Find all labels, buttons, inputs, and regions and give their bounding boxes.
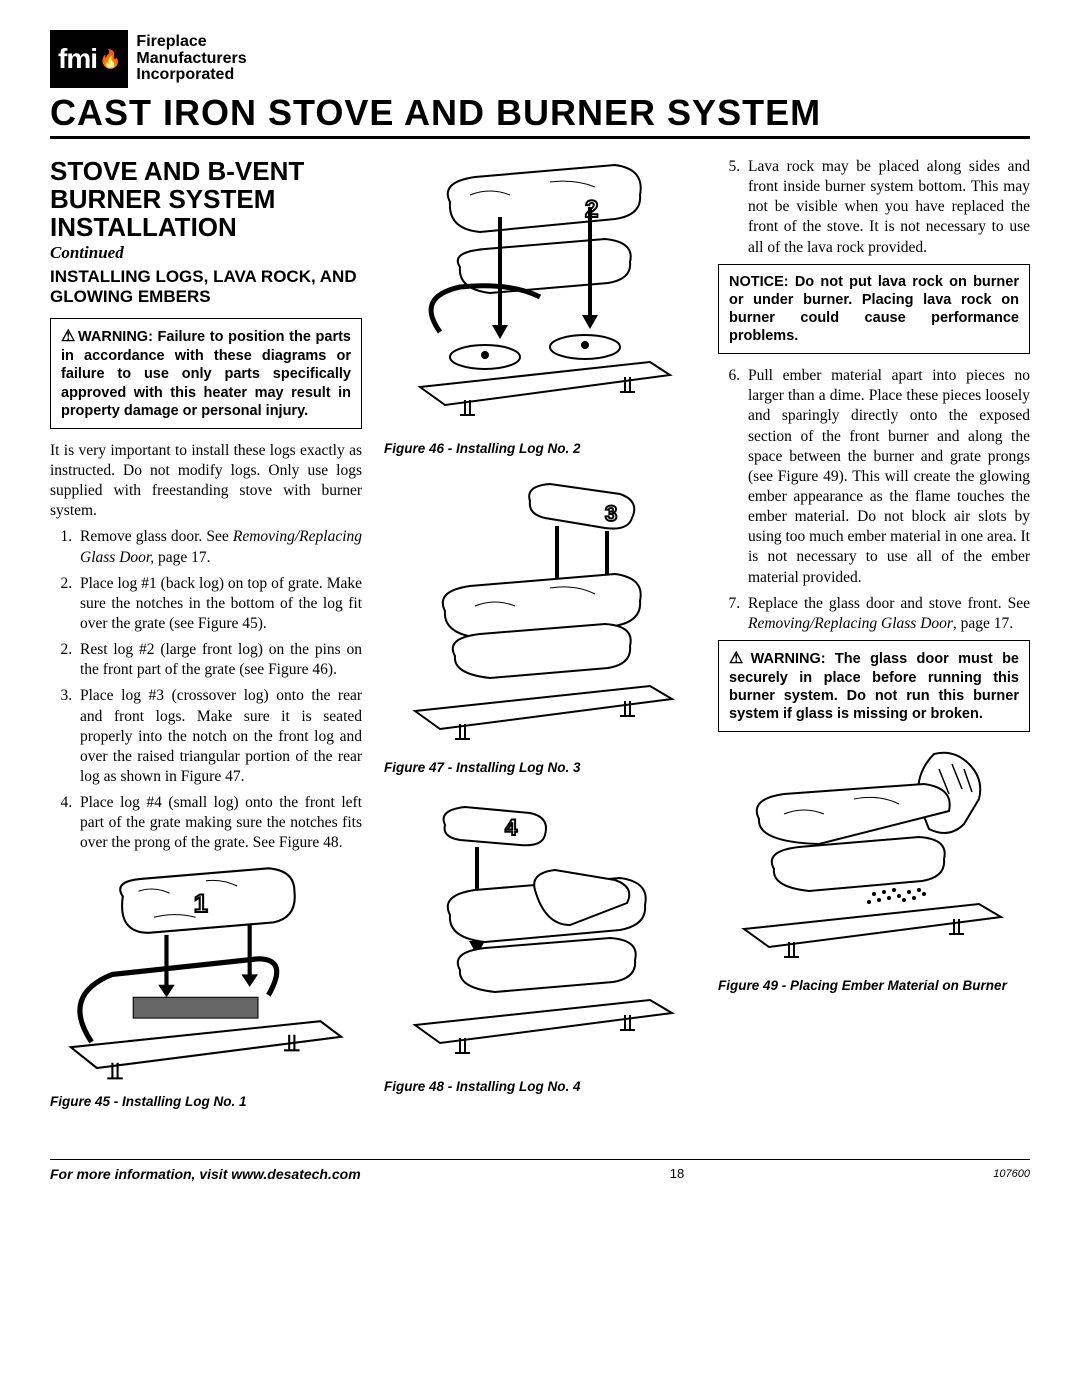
step-6: Pull ember material apart into pieces no… [744,366,1030,588]
logo-mark: fmi🔥 [50,30,128,88]
warning-box-1: ⚠WARNING: Failure to position the parts … [50,318,362,429]
column-3: Lava rock may be placed along sides and … [718,157,1030,1129]
continued-label: Continued [50,243,362,263]
doc-id: 107600 [993,1168,1030,1180]
figure-47: 3 [384,476,696,756]
fig45-diagram: 1 [50,860,362,1089]
logo-abbr: fmi [58,43,97,75]
footer-info: For more information, visit www.desatech… [50,1166,361,1182]
flame-icon: 🔥 [99,49,120,70]
notice-box: NOTICE: Do not put lava rock on burner o… [718,264,1030,355]
step-1: Remove glass door. See Removing/Replacin… [76,527,362,567]
figure-45: 1 [50,860,362,1090]
step-7: Replace the glass door and stove front. … [744,594,1030,634]
svg-text:4: 4 [505,815,518,840]
step-2b: Rest log #2 (large front log) on the pin… [76,640,362,680]
subsection-title: INSTALLING LOGS, LAVA ROCK, AND GLOWING … [50,267,362,306]
step-2: Place log #1 (back log) on top of grate.… [76,574,362,634]
fig46-diagram: 2 [390,157,690,437]
section-title: STOVE AND B-VENT BURNER SYSTEM INSTALLAT… [50,157,362,241]
page-number: 18 [670,1166,684,1181]
steps-list-b: Lava rock may be placed along sides and … [718,157,1030,258]
warning-icon: ⚠ [729,650,749,667]
figure-49 [718,744,1030,974]
steps-list-a: Remove glass door. See Removing/Replacin… [50,527,362,853]
figure-46: 2 [384,157,696,437]
warning-icon: ⚠ [61,328,76,345]
svg-text:1: 1 [194,890,208,918]
fig49-diagram [724,744,1024,974]
warning-2-text: WARNING: The glass door must be securely… [729,651,1019,722]
column-1: STOVE AND B-VENT BURNER SYSTEM INSTALLAT… [50,157,362,1129]
figure-48: 4 [384,795,696,1075]
fig47-diagram: 3 [390,476,690,756]
svg-text:3: 3 [605,501,617,526]
warning-box-2: ⚠WARNING: The glass door must be securel… [718,640,1030,732]
notice-text: NOTICE: Do not put lava rock on burner o… [729,274,1019,344]
logo-line1: Fireplace [136,34,246,51]
logo-line2: Manufacturers [136,51,246,68]
fig48-caption: Figure 48 - Installing Log No. 4 [384,1079,696,1094]
fig48-diagram: 4 [390,795,690,1075]
fig46-caption: Figure 46 - Installing Log No. 2 [384,441,696,456]
step-5: Lava rock may be placed along sides and … [744,157,1030,258]
column-2: 2 [384,157,696,1129]
content-columns: STOVE AND B-VENT BURNER SYSTEM INSTALLAT… [50,157,1030,1129]
fig45-caption: Figure 45 - Installing Log No. 1 [50,1094,362,1109]
page-title: CAST IRON STOVE AND BURNER SYSTEM [50,92,1030,139]
steps-list-c: Pull ember material apart into pieces no… [718,366,1030,634]
brand-header: fmi🔥 Fireplace Manufacturers Incorporate… [50,30,1030,88]
step-4: Place log #4 (small log) onto the front … [76,793,362,853]
fig49-caption: Figure 49 - Placing Ember Material on Bu… [718,978,1030,993]
logo-line3: Incorporated [136,67,246,84]
fig47-caption: Figure 47 - Installing Log No. 3 [384,760,696,775]
page-footer: For more information, visit www.desatech… [50,1159,1030,1182]
warning-1-text: WARNING: Failure to position the parts i… [61,329,351,418]
step-3: Place log #3 (crossover log) onto the re… [76,686,362,787]
intro-paragraph: It is very important to install these lo… [50,441,362,522]
logo-text: Fireplace Manufacturers Incorporated [136,34,246,84]
